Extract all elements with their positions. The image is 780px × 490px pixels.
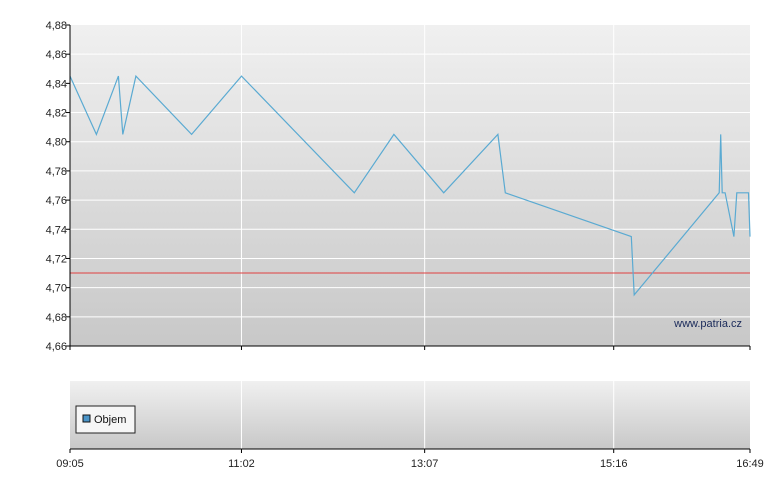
y-axis: 4,88 4,86 4,84 4,82 4,80 4,78 4,76 4,74 4,72 4,70… <box>46 20 71 353</box>
x-tick-label: 16:49 <box>736 458 764 470</box>
x-tick-label: 11:02 <box>228 458 255 470</box>
legend-swatch <box>82 414 91 423</box>
y-tick-label: 4,68 <box>46 312 67 324</box>
y-tick-label: 4,86 <box>46 49 67 61</box>
y-tick-label: 4,70 <box>46 283 67 295</box>
y-tick-label: 4,76 <box>46 195 67 207</box>
y-tick-label: 4,82 <box>46 108 67 120</box>
price-grid <box>70 25 750 346</box>
y-tick-label: 4,78 <box>46 166 67 178</box>
watermark: www.patria.cz <box>673 318 742 330</box>
x-axis: 09:05 11:02 13:07 15:16 16:49 <box>56 449 764 470</box>
price-x-ticks <box>69 346 751 350</box>
y-tick-label: 4,80 <box>46 137 67 149</box>
legend-label: Objem <box>94 414 126 426</box>
x-tick-label: 09:05 <box>56 458 84 470</box>
y-tick-label: 4,66 <box>46 341 67 353</box>
x-tick-label: 13:07 <box>411 458 439 470</box>
y-tick-label: 4,72 <box>46 253 67 265</box>
volume-grid <box>240 381 615 449</box>
volume-panel <box>70 381 750 449</box>
y-tick-label: 4,88 <box>46 20 67 32</box>
x-tick-label: 15:16 <box>600 458 628 470</box>
price-panel <box>70 25 750 346</box>
y-tick-label: 4,74 <box>46 224 67 236</box>
price-series-line <box>69 74 751 297</box>
volume-legend: Objem <box>75 405 136 434</box>
y-tick-label: 4,84 <box>46 78 67 90</box>
